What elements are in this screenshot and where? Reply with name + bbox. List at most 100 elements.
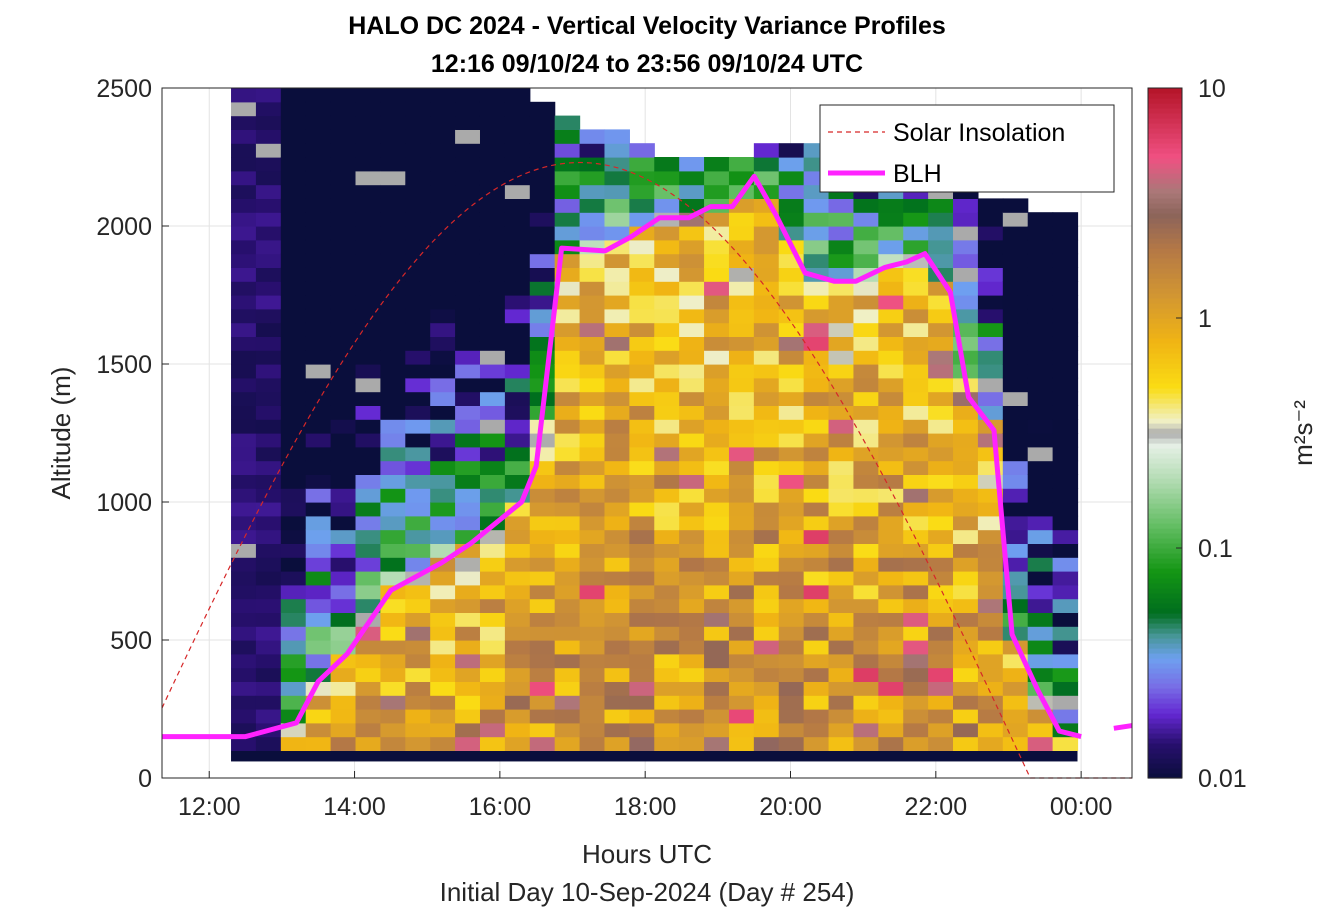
heatmap-cell	[529, 543, 556, 558]
heatmap-cell	[455, 405, 481, 420]
heatmap-cell	[604, 267, 630, 282]
heatmap-cell	[355, 253, 382, 268]
heatmap-cell	[579, 405, 606, 420]
heatmap-cell	[529, 709, 556, 724]
heatmap-cell	[903, 681, 929, 696]
heatmap-cell	[853, 543, 879, 558]
heatmap-cell	[529, 129, 556, 144]
heatmap-cell	[479, 612, 506, 627]
colorbar-segment	[1148, 358, 1182, 364]
heatmap-cell	[380, 653, 406, 669]
heatmap-cell	[280, 143, 307, 158]
heatmap-cell	[878, 239, 904, 255]
heatmap-cell	[753, 502, 780, 517]
heatmap-cell	[828, 322, 855, 337]
heatmap-cell	[778, 405, 805, 420]
heatmap-cell	[554, 667, 581, 682]
heatmap-cell	[753, 460, 780, 475]
heatmap-cell	[778, 557, 805, 572]
heatmap-cell	[529, 446, 556, 462]
heatmap-cell	[305, 364, 332, 379]
heatmap-cell	[828, 612, 855, 627]
heatmap-cell	[778, 267, 805, 282]
heatmap-cell	[803, 433, 830, 448]
heatmap-cell	[604, 488, 630, 503]
heatmap-cell	[953, 267, 979, 282]
heatmap-cell	[455, 377, 481, 393]
heatmap-cell	[604, 681, 630, 696]
heatmap-cell	[529, 598, 556, 613]
heatmap-cell	[479, 308, 506, 324]
heatmap-cell	[579, 529, 606, 544]
heatmap-cell	[977, 529, 1004, 544]
heatmap-cell	[828, 433, 855, 448]
x-axis-label: Hours UTC	[582, 839, 712, 869]
heatmap-cell	[554, 709, 581, 724]
heatmap-cell	[380, 667, 406, 682]
heatmap-cell	[853, 391, 879, 406]
heatmap-cell	[430, 157, 456, 172]
heatmap-cell	[679, 488, 705, 503]
heatmap-cell	[704, 488, 730, 503]
colorbar-segment	[1148, 148, 1182, 154]
heatmap-cell	[604, 667, 630, 682]
heatmap-cell	[579, 653, 606, 669]
x-tick-label: 12:00	[178, 793, 241, 821]
heatmap-cell	[903, 239, 929, 255]
heatmap-cell	[355, 681, 382, 696]
colorbar-segment	[1148, 273, 1182, 279]
heatmap-cell	[430, 584, 456, 600]
heatmap-cell	[704, 364, 730, 379]
heatmap-cell	[231, 281, 257, 296]
heatmap-cell	[828, 377, 855, 393]
heatmap-cell	[853, 460, 879, 475]
heatmap-cell	[928, 433, 954, 448]
heatmap-cell	[853, 612, 879, 627]
heatmap-cell	[305, 253, 332, 268]
heatmap-cell	[430, 529, 456, 544]
heatmap-cell	[579, 157, 606, 172]
heatmap-cell	[430, 640, 456, 655]
heatmap-cell	[231, 736, 257, 751]
heatmap-cell	[778, 571, 805, 586]
colorbar-segment	[1148, 143, 1182, 149]
heatmap-cell	[1002, 308, 1029, 324]
heatmap-cell	[679, 253, 705, 268]
heatmap-cell	[330, 322, 357, 337]
colorbar-segment	[1148, 178, 1182, 184]
heatmap-cell	[380, 377, 406, 393]
heatmap-cell	[629, 709, 655, 724]
heatmap-cell	[405, 322, 431, 337]
heatmap-cell	[778, 667, 805, 682]
heatmap-cell	[629, 612, 655, 627]
heatmap-cell	[231, 295, 257, 310]
heatmap-cell	[853, 626, 879, 641]
heatmap-cell	[1052, 239, 1079, 255]
heatmap-cell	[405, 515, 431, 531]
heatmap-cell	[305, 239, 332, 255]
heatmap-cell	[903, 667, 929, 682]
heatmap-cell	[778, 336, 805, 351]
heatmap-cell	[1027, 226, 1054, 241]
heatmap-cell	[853, 295, 879, 310]
heatmap-cell	[753, 529, 780, 544]
colorbar-segment	[1148, 633, 1182, 639]
heatmap-cell	[753, 391, 780, 406]
heatmap-cell	[679, 336, 705, 351]
heatmap-cell	[679, 612, 705, 627]
heatmap-cell	[977, 377, 1004, 393]
heatmap-cell	[778, 322, 805, 337]
heatmap-cell	[305, 598, 332, 613]
heatmap-cell	[953, 557, 979, 572]
heatmap-cell	[1027, 308, 1054, 324]
heatmap-cell	[1027, 391, 1054, 406]
heatmap-cell	[853, 736, 879, 751]
heatmap-cell	[504, 543, 531, 558]
heatmap-cell	[878, 557, 904, 572]
heatmap-cell	[554, 198, 581, 213]
heatmap-cell	[529, 184, 556, 199]
heatmap-cell	[604, 419, 630, 434]
heatmap-cell	[255, 336, 282, 351]
heatmap-cell	[231, 626, 257, 641]
heatmap-cell	[280, 515, 307, 531]
